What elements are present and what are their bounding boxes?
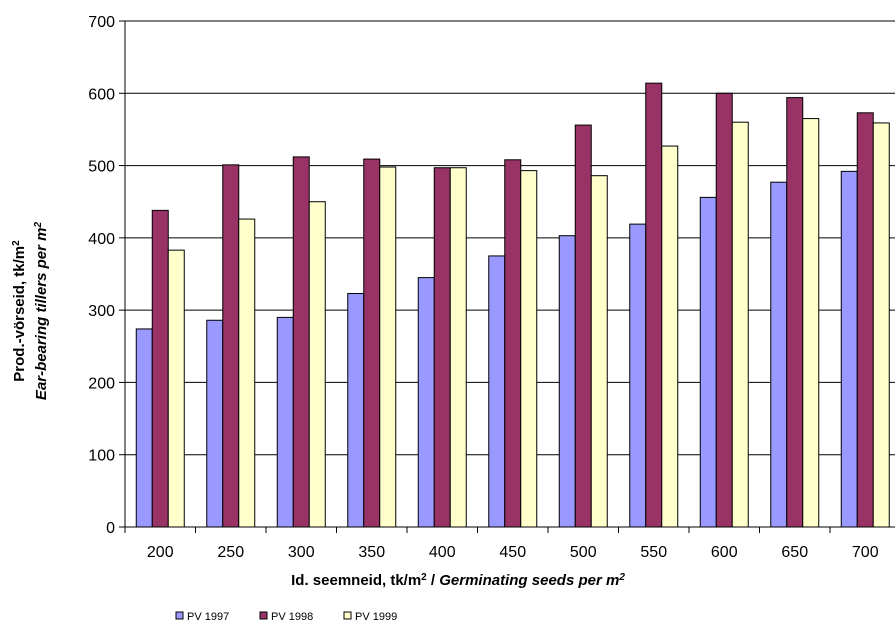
x-tick-label: 350 [358, 544, 385, 561]
bar-pv-1999-350 [379, 166, 397, 528]
bar-pv-1999-250 [238, 218, 256, 528]
bar-pv-1997-250 [206, 319, 224, 528]
bar-pv-1999-550 [661, 145, 679, 528]
x-tick-label: 450 [499, 544, 526, 561]
bar-pv-1997-200 [135, 328, 153, 528]
x-axis-title-separator: / [427, 572, 440, 589]
bar-pv-1998-250 [222, 164, 240, 528]
y-axis-title-line1-main: Prod.-vörseid, tk/m [11, 246, 28, 382]
legend-label-pv-1998: PV 1998 [271, 611, 313, 623]
bar-pv-1999-650 [802, 118, 820, 528]
legend-swatch-pv-1997 [175, 611, 184, 620]
bar-pv-1998-400 [433, 167, 451, 528]
x-tick-label: 200 [147, 544, 174, 561]
bar-pv-1999-450 [520, 170, 538, 528]
bar-pv-1999-200 [167, 249, 185, 528]
bar-pv-1997-350 [347, 293, 365, 528]
bar-pv-1998-650 [786, 97, 804, 528]
bar-pv-1999-300 [308, 201, 326, 528]
x-tick-label: 550 [640, 544, 667, 561]
bar-pv-1997-400 [417, 277, 435, 528]
x-tick-label: 400 [429, 544, 456, 561]
y-tick-label: 300 [88, 303, 115, 320]
bar-pv-1998-550 [645, 82, 663, 528]
y-tick-label: 600 [88, 86, 115, 103]
legend-label-pv-1999: PV 1999 [355, 611, 397, 623]
y-axis-title-line1-sup: 2 [11, 240, 22, 246]
x-tick-label: 250 [217, 544, 244, 561]
bar-pv-1997-500 [558, 235, 576, 528]
bar-pv-1999-700 [872, 122, 890, 528]
axes [124, 21, 895, 528]
legend-swatch-pv-1999 [343, 611, 352, 620]
y-axis-title-line2: Ear-bearing tillers per m2 [33, 222, 51, 401]
bar-pv-1997-450 [488, 255, 506, 528]
bar-pv-1999-600 [731, 121, 749, 528]
y-tick-label: 200 [88, 375, 115, 392]
bar-pv-1997-650 [770, 181, 788, 528]
y-tick-label: 500 [88, 159, 115, 176]
x-tick-label: 500 [570, 544, 597, 561]
bar-pv-1998-450 [504, 159, 522, 528]
bar-pv-1998-600 [715, 92, 733, 528]
bar-pv-1999-400 [449, 167, 467, 528]
legend-label-pv-1997: PV 1997 [187, 611, 229, 623]
bar-pv-1998-700 [856, 112, 874, 528]
bar-pv-1997-700 [840, 170, 858, 528]
x-axis-title-italic-sup: 2 [618, 572, 625, 583]
bar-pv-1997-550 [629, 223, 647, 528]
bar-pv-1998-350 [363, 158, 381, 528]
x-tick-labels: 200 250 300 350 400 450 500 550 600 650 700 [124, 527, 879, 561]
y-axis-title-line2-main: Ear-bearing tillers per m [33, 228, 50, 401]
x-axis-title-italic: Germinating seeds per m [439, 572, 619, 589]
y-tick-label: 400 [88, 231, 115, 248]
x-axis-title-main: Id. seemneid, tk/m [291, 572, 421, 589]
bar-pv-1997-300 [276, 316, 294, 528]
bar-pv-1998-200 [151, 209, 169, 528]
legend-swatch-pv-1998 [259, 611, 268, 620]
y-axis-title-line1: Prod.-vörseid, tk/m2 [11, 240, 29, 382]
x-tick-label: 700 [852, 544, 879, 561]
y-tick-labels: 0 100 200 300 400 500 600 700 [88, 14, 125, 537]
y-axis-title-line2-sup: 2 [33, 222, 44, 229]
bar-pv-1998-300 [292, 156, 310, 528]
bar-pv-1999-500 [590, 175, 608, 528]
y-tick-label: 100 [88, 448, 115, 465]
x-axis-title: Id. seemneid, tk/m2 / Germinating seeds … [291, 572, 625, 590]
x-axis-title-sup: 2 [421, 572, 427, 583]
bars-group [135, 82, 890, 528]
bar-pv-1998-500 [574, 124, 592, 528]
legend: PV 1997 PV 1998 PV 1999 [175, 611, 397, 623]
x-tick-label: 650 [781, 544, 808, 561]
bar-pv-1997-600 [699, 196, 717, 528]
y-tick-label: 700 [88, 14, 115, 31]
y-tick-label: 0 [106, 520, 115, 537]
x-tick-label: 300 [288, 544, 315, 561]
x-tick-label: 600 [711, 544, 738, 561]
